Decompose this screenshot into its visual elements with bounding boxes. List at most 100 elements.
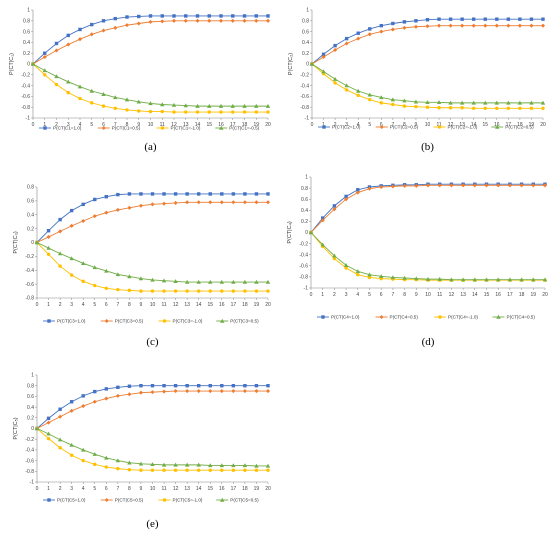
data-point [54, 74, 59, 79]
x-tick-label: 4 [82, 302, 85, 308]
data-point [242, 18, 247, 23]
data-point [162, 468, 166, 472]
data-point [196, 200, 201, 205]
data-point [332, 256, 337, 261]
data-point [127, 384, 132, 388]
data-point [540, 23, 546, 28]
data-point [116, 192, 120, 197]
legend-marker [220, 497, 225, 502]
data-point [185, 468, 189, 472]
y-tick-label: 0.4 [302, 40, 309, 46]
x-tick-label: 12 [449, 292, 455, 298]
x-tick-label: 13 [184, 302, 190, 308]
data-point [113, 106, 117, 110]
chart-panel-a: 10.80.60.40.20-0.2-0.4-0.6-0.8-10 1 2 3 4 5 6 7… [9, 8, 271, 153]
data-point [448, 106, 453, 110]
data-point [367, 92, 372, 97]
y-tick-label: 0.2 [27, 416, 34, 422]
data-point [162, 289, 166, 293]
x-tick-label: 0 [32, 122, 35, 128]
series-line [36, 428, 268, 467]
data-point [171, 18, 177, 23]
data-point [218, 103, 224, 108]
data-point [531, 183, 536, 188]
data-point [367, 32, 372, 37]
chart-panel-c: 0.80.60.40.20-0.2-0.4-0.6-0.80 1 2 3 4 5 6 7 8 9 1… [13, 185, 271, 348]
y-tick-label: -0.4 [300, 83, 309, 89]
data-point [104, 195, 108, 199]
x-tick-label: 9 [137, 122, 140, 128]
data-point [113, 95, 118, 100]
data-point [171, 102, 177, 107]
data-point [265, 18, 271, 23]
data-point [58, 217, 62, 222]
data-point [66, 33, 70, 38]
legend-marker [47, 498, 51, 502]
data-point [127, 288, 132, 293]
data-point [219, 389, 224, 394]
data-point [69, 208, 74, 213]
data-point [437, 276, 442, 281]
y-tick-label: -0.8 [300, 105, 309, 111]
data-point [529, 100, 534, 105]
data-point [173, 200, 178, 205]
data-point [173, 389, 178, 394]
x-tick-label: 13 [183, 122, 189, 128]
y-tick-label: 0.8 [23, 19, 30, 25]
data-point [472, 106, 476, 110]
data-point [414, 183, 419, 188]
x-tick-label: 11 [160, 122, 165, 128]
data-point [93, 283, 97, 288]
data-point [208, 384, 212, 388]
data-point [101, 92, 106, 96]
y-axis-label: P(CT|C₅) [13, 417, 19, 439]
data-point [518, 17, 522, 21]
y-tick-label: -1 [26, 116, 31, 122]
x-tick-label: 3 [345, 122, 348, 128]
series-line [310, 232, 545, 281]
data-point [265, 463, 271, 468]
x-tick-label: 18 [242, 302, 248, 308]
x-tick-label: 4 [357, 122, 360, 128]
data-point [391, 102, 395, 107]
data-point [136, 99, 141, 104]
data-point [230, 103, 235, 108]
data-point [220, 192, 224, 196]
series-line [310, 183, 545, 233]
x-tick-label: 15 [482, 122, 488, 128]
data-point [333, 43, 337, 48]
series-line [32, 63, 268, 107]
data-point [184, 14, 188, 18]
data-point [231, 192, 236, 196]
data-point [127, 274, 132, 279]
data-point [196, 279, 201, 284]
legend-label: P(CT|C3=0.5) [230, 319, 259, 324]
legend-label: P(CT|C5=1.0) [57, 498, 86, 503]
x-tick-label: 17 [507, 292, 513, 298]
data-point [484, 183, 489, 188]
data-point [332, 204, 337, 208]
data-point [390, 275, 396, 280]
data-point [46, 229, 51, 233]
data-point [472, 17, 476, 21]
x-tick-label: 20 [265, 302, 271, 308]
y-tick-label: -0.4 [299, 252, 308, 258]
x-tick-label: 13 [460, 292, 466, 298]
y-axis-label: P(CT|C₄) [287, 221, 293, 243]
data-point [333, 81, 337, 85]
data-point [402, 20, 407, 24]
x-tick-label: 10 [425, 122, 431, 128]
y-tick-label: 0.4 [301, 208, 308, 214]
legend-marker [496, 314, 501, 319]
data-point [148, 101, 153, 106]
data-point [356, 31, 360, 35]
data-point [46, 436, 51, 441]
y-tick-label: -0.4 [25, 448, 34, 454]
data-point [425, 105, 430, 109]
data-point [173, 279, 178, 284]
legend-label: P(CT|C5=-1.0) [173, 498, 203, 503]
x-tick-label: 19 [254, 486, 260, 492]
x-tick-label: 13 [184, 486, 190, 492]
data-point [517, 23, 522, 28]
data-point [321, 69, 326, 74]
